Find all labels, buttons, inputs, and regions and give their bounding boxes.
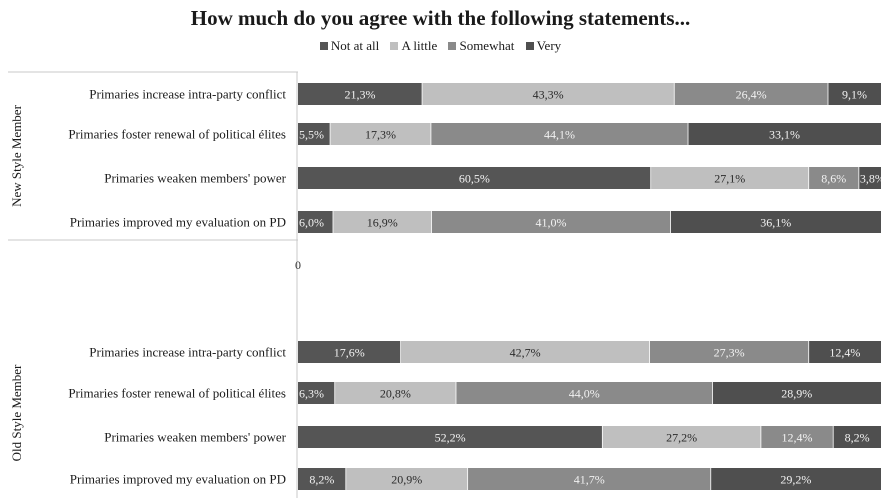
legend-item-very: Very — [525, 38, 562, 54]
data-label: 41,7% — [574, 473, 605, 487]
legend-item-not-at-all: Not at all — [319, 38, 380, 54]
bar-segment — [455, 382, 713, 404]
data-label: 27,2% — [666, 431, 697, 445]
data-label: 8,2% — [309, 473, 334, 487]
legend-label-somewhat: Somewhat — [459, 38, 515, 53]
bar-segment — [833, 426, 881, 448]
category-label: Primaries weaken members' power — [104, 430, 286, 445]
chart-title: How much do you agree with the following… — [190, 6, 691, 30]
data-label: 42,7% — [510, 346, 541, 360]
legend-swatch-somewhat — [448, 42, 457, 51]
data-label: 52,2% — [435, 431, 466, 445]
legend-item-a-little: A little — [390, 38, 437, 54]
chart-frame: 0 — [8, 71, 301, 498]
data-label: 8,6% — [821, 172, 846, 186]
bar-segment — [712, 382, 881, 404]
category-label: Primaries foster renewal of political él… — [68, 386, 286, 401]
bar-segment — [400, 341, 650, 363]
data-label: 12,4% — [782, 431, 813, 445]
category-label: Primaries increase intra-party conflict — [89, 345, 286, 360]
legend-swatch-not-at-all — [319, 42, 328, 51]
bar-segment — [808, 167, 859, 189]
data-label: 20,9% — [391, 473, 422, 487]
bars: 21,3% 43,3% 26,4% 9,1% 5,5% 17,3% 44,1% 33,1% 60… — [298, 83, 881, 490]
data-label: 27,3% — [714, 346, 745, 360]
data-label: 6,3% — [299, 387, 324, 401]
bar-segment — [298, 167, 651, 189]
legend-swatch-a-little — [390, 42, 399, 51]
category-label: Primaries foster renewal of political él… — [68, 127, 286, 142]
zero-label: 0 — [295, 258, 301, 272]
data-label: 60,5% — [459, 172, 490, 186]
bar-segment — [298, 211, 333, 233]
bar-segment — [334, 382, 456, 404]
category-label: Primaries improved my evaluation on PD — [70, 215, 286, 230]
bar-segment — [298, 382, 335, 404]
bar-segment — [298, 426, 603, 448]
legend-label-very: Very — [536, 38, 562, 53]
data-label: 20,8% — [380, 387, 411, 401]
data-label: 44,0% — [569, 387, 600, 401]
bar-segment — [298, 468, 346, 490]
bar-segment — [828, 83, 881, 105]
legend: Not at all A little Somewhat Very — [0, 38, 881, 54]
bar-segment — [760, 426, 834, 448]
bar-segment — [674, 83, 828, 105]
legend-swatch-very — [525, 42, 534, 51]
legend-label-not-at-all: Not at all — [330, 38, 380, 53]
data-label: 28,9% — [781, 387, 812, 401]
bar-segment — [430, 123, 689, 145]
bar-segment — [345, 468, 468, 490]
bar-segment — [649, 341, 809, 363]
data-label: 12,4% — [829, 346, 860, 360]
bar-segment — [710, 468, 881, 490]
category-label: Primaries improved my evaluation on PD — [70, 472, 286, 487]
bar-segment — [431, 211, 671, 233]
bar-segment — [298, 123, 331, 145]
bar-segment — [808, 341, 881, 363]
data-label: 26,4% — [736, 88, 767, 102]
group-label-new-style: New Style Member — [9, 104, 24, 206]
data-label: 8,2% — [845, 431, 870, 445]
bar-segment — [298, 341, 401, 363]
data-label: 36,1% — [760, 216, 791, 230]
data-label: 5,5% — [299, 128, 324, 142]
category-label: Primaries increase intra-party conflict — [89, 87, 286, 102]
data-label: 21,3% — [345, 88, 376, 102]
data-label: 43,3% — [533, 88, 564, 102]
data-label: 27,1% — [714, 172, 745, 186]
legend-item-somewhat: Somewhat — [448, 38, 514, 54]
data-label: 17,3% — [365, 128, 396, 142]
bar-segment — [332, 211, 432, 233]
data-label: 44,1% — [544, 128, 575, 142]
data-label: 17,6% — [334, 346, 365, 360]
bar-segment — [330, 123, 431, 145]
data-label: 16,9% — [367, 216, 398, 230]
bar-segment — [422, 83, 675, 105]
bar-segment — [602, 426, 761, 448]
group-label-old-style: Old Style Member — [9, 364, 24, 461]
legend-label-a-little: A little — [401, 38, 438, 53]
bar-segment — [858, 167, 881, 189]
data-label: 6,0% — [299, 216, 324, 230]
bar-segment — [650, 167, 809, 189]
bar-segment — [688, 123, 881, 145]
data-label: 41,0% — [536, 216, 567, 230]
bar-segment — [298, 83, 423, 105]
data-label: 3,8% — [860, 172, 881, 186]
data-label: 33,1% — [769, 128, 800, 142]
category-label: Primaries weaken members' power — [104, 171, 286, 186]
category-labels: Primaries increase intra-party conflict P… — [68, 87, 286, 487]
data-label: 9,1% — [842, 88, 867, 102]
data-label: 29,2% — [780, 473, 811, 487]
bar-segment — [670, 211, 881, 233]
bar-segment — [467, 468, 711, 490]
group-labels: New Style Member Old Style Member — [9, 104, 24, 461]
